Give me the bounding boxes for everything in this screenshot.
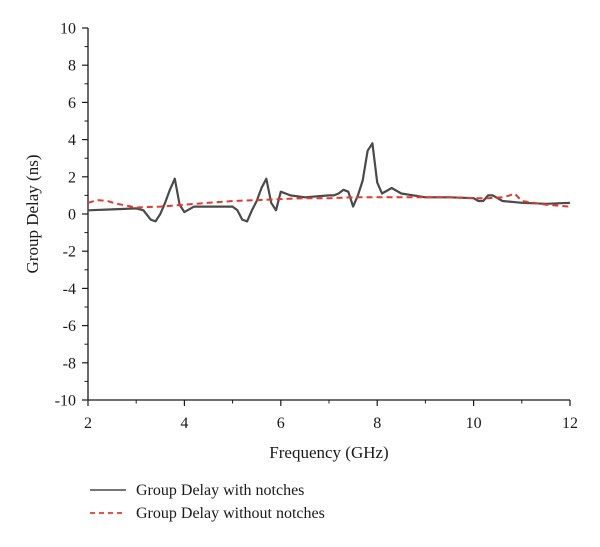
series-line-with-notches: [87, 142, 571, 223]
y-tick-label: -10: [55, 393, 76, 410]
plot-area: -10 -8 -6 -4 -2 0 2 4 6 8 10 2 4 6 8 10 12: [55, 21, 578, 433]
y-tick-label: 6: [68, 95, 76, 112]
x-tick-label: 2: [84, 415, 92, 432]
y-tick-label: 0: [68, 207, 76, 224]
x-tick-label: 8: [373, 415, 381, 432]
y-tick-label: 8: [68, 58, 76, 75]
x-tick-label: 4: [180, 415, 188, 432]
legend-label-without-notches: Group Delay without notches: [136, 505, 325, 522]
series-lines: [87, 142, 571, 223]
x-tick-label: 12: [562, 415, 578, 432]
legend-item-without-notches: Group Delay without notches: [90, 505, 325, 522]
legend-label-with-notches: Group Delay with notches: [136, 482, 304, 499]
x-axis-title: Frequency (GHz): [269, 443, 388, 462]
y-tick-label: -4: [63, 281, 76, 298]
x-tick-label: 6: [277, 415, 285, 432]
y-tick-label: 2: [68, 169, 76, 186]
legend: Group Delay with notches Group Delay wit…: [90, 482, 325, 522]
y-tick-label: -8: [63, 355, 76, 372]
y-tick-label: 10: [60, 21, 76, 38]
y-tick-label: 4: [68, 132, 76, 149]
x-axis-ticks: 2 4 6 8 10 12: [84, 400, 578, 432]
legend-item-with-notches: Group Delay with notches: [90, 482, 304, 499]
x-tick-label: 10: [466, 415, 482, 432]
y-axis-title: Group Delay (ns): [23, 155, 42, 274]
series-line-without-notches: [87, 192, 571, 209]
y-tick-label: -2: [63, 244, 76, 261]
y-axis-ticks: -10 -8 -6 -4 -2 0 2 4 6 8 10: [55, 21, 88, 410]
y-tick-label: -6: [63, 318, 76, 335]
